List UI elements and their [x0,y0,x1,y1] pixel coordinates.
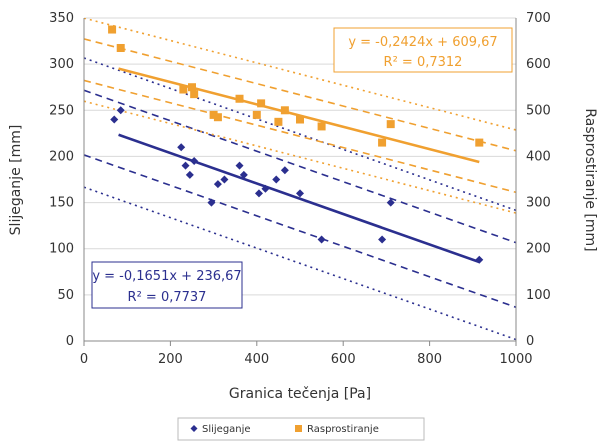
point-rasprostiranje [378,138,387,147]
confidence-band-upper-orange [84,38,516,152]
y-tick-label: 150 [49,196,74,211]
point-rasprostiranje [209,110,218,119]
point-slijeganje [475,255,484,264]
point-slijeganje [317,235,326,244]
point-slijeganje [185,170,194,179]
x-axis-title: Granica tečenja [Pa] [229,386,371,402]
y-axis-title: Slijeganje [mm] [8,125,24,236]
point-rasprostiranje [213,113,222,122]
trend-bands [84,18,516,341]
equation-blue: y = -0,1651x + 236,67 [92,269,241,284]
point-rasprostiranje [296,115,304,124]
data-points [108,25,484,264]
tick-labels: 0 50 100 150 200 250 300 350 0 100 200 300 400 500 600… [49,11,551,367]
y-tick-label: 250 [49,103,74,118]
x-tick-label: 0 [80,352,88,367]
point-rasprostiranje [190,90,199,99]
point-rasprostiranje [116,43,125,52]
point-slijeganje [190,157,199,166]
y-tick-label: 50 [57,288,74,303]
y2-tick-label: 100 [526,288,551,303]
point-rasprostiranje [108,25,117,34]
point-slijeganje [116,106,125,115]
confidence-band-lower-blue [84,154,516,309]
y2-tick-label: 500 [526,103,551,118]
equation-orange: y = -0,2424x + 609,67 [348,35,497,50]
y-tick-label: 100 [49,242,74,257]
point-rasprostiranje [179,85,188,94]
point-slijeganje [261,184,270,193]
axes [83,18,517,346]
point-slijeganje [280,166,289,175]
trend-lines [118,67,480,264]
point-slijeganje [272,175,281,184]
y2-tick-label: 0 [526,334,534,349]
x-tick-label: 600 [331,352,356,367]
y2-tick-label: 200 [526,242,551,257]
point-rasprostiranje [235,94,244,103]
point-slijeganje [235,161,244,170]
prediction-band-lower-blue [84,186,516,341]
point-rasprostiranje [252,110,261,119]
legend-label-slijeganje: Slijeganje [202,424,251,435]
prediction-band-lower-orange [84,100,516,214]
point-slijeganje [177,143,186,152]
y2-tick-label: 400 [526,149,551,164]
prediction-band-upper-blue [84,57,516,212]
point-slijeganje [239,170,248,179]
confidence-band-upper-blue [84,89,516,244]
y2-tick-label: 700 [526,11,551,26]
point-slijeganje [207,198,216,207]
r2-orange: R² = 0,7312 [384,55,463,70]
point-rasprostiranje [280,106,289,115]
point-slijeganje [110,115,119,124]
y2-tick-label: 300 [526,196,551,211]
confidence-band-lower-orange [84,79,516,194]
equation-box-blue: y = -0,1651x + 236,67 R² = 0,7737 [91,261,243,309]
point-rasprostiranje [475,138,484,147]
legend-label-rasprostiranje: Rasprostiranje [307,424,379,435]
point-slijeganje [254,189,263,198]
equation-box-orange-frame [333,27,513,73]
y-tick-label: 200 [49,149,74,164]
y-tick-label: 300 [49,57,74,72]
point-slijeganje [181,161,190,170]
x-tick-label: 200 [158,352,183,367]
point-slijeganje [213,180,222,189]
point-rasprostiranje [274,117,283,126]
trendline-orange [118,67,480,164]
point-rasprostiranje [188,83,196,92]
point-slijeganje [386,198,395,207]
x-tick-label: 400 [244,352,269,367]
point-slijeganje [296,189,304,198]
x-tick-label: 1000 [499,352,532,367]
equation-box-blue-frame [91,261,243,309]
legend-marker-rasprostiranje [295,425,302,432]
legend-marker-slijeganje [190,425,198,432]
r2-blue: R² = 0,7737 [128,290,207,305]
trendline-blue [118,133,480,264]
point-rasprostiranje [386,120,395,129]
point-rasprostiranje [257,99,266,108]
y2-tick-label: 600 [526,57,551,72]
equation-box-orange: y = -0,2424x + 609,67 R² = 0,7312 [333,27,513,73]
point-slijeganje [378,235,387,244]
legend: Slijeganje Rasprostiranje [177,417,425,441]
point-rasprostiranje [317,122,326,131]
y2-axis-title: Rasprostiranje [mm] [582,108,598,251]
y-tick-label: 350 [49,11,74,26]
point-slijeganje [220,175,229,184]
y-tick-label: 0 [66,334,74,349]
prediction-band-upper-orange [84,18,516,131]
x-tick-label: 800 [417,352,442,367]
